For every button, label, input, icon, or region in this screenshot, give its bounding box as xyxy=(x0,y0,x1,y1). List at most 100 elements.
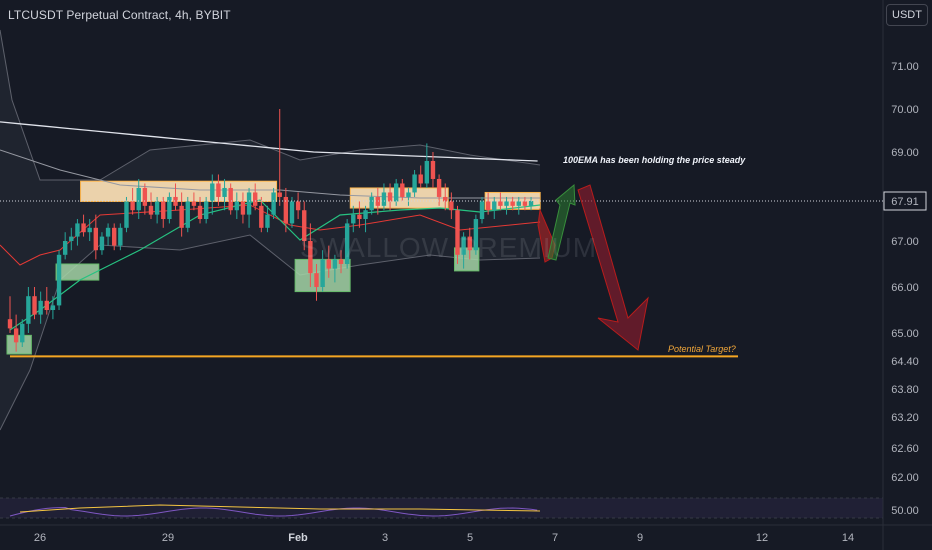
candle-body xyxy=(443,196,448,202)
price-tick: 69.00 xyxy=(891,147,919,159)
rsi-tick: 50.00 xyxy=(891,505,919,517)
candle-body xyxy=(234,201,240,211)
candle-body xyxy=(510,201,515,206)
candle-body xyxy=(26,296,31,324)
target-annotation: Potential Target? xyxy=(668,344,736,354)
price-tick: 63.80 xyxy=(891,384,919,396)
candle-body xyxy=(479,201,485,220)
zone-box-support xyxy=(55,263,100,281)
candle-body xyxy=(81,223,86,233)
time-tick: 3 xyxy=(382,532,388,544)
candle-body xyxy=(393,183,399,202)
candle-body xyxy=(197,205,203,220)
candle-body xyxy=(436,178,442,197)
candle-body xyxy=(253,192,258,206)
currency-button[interactable]: USDT xyxy=(886,4,928,26)
candle-body xyxy=(381,192,387,206)
last-price-tag xyxy=(883,191,927,211)
time-tick: 12 xyxy=(756,532,768,544)
candle-body xyxy=(44,300,49,310)
ma-green-line xyxy=(9,199,541,331)
candle-body xyxy=(283,196,289,224)
candle-body xyxy=(265,214,270,228)
candle-body xyxy=(461,236,466,255)
candle-body xyxy=(75,223,80,237)
price-tick: 67.00 xyxy=(891,236,919,248)
bollinger-lower xyxy=(0,234,541,431)
candle-body xyxy=(498,201,503,206)
candle-body xyxy=(504,201,509,206)
candle-body xyxy=(20,323,25,343)
up-arrow xyxy=(547,183,576,261)
watermark: SWALLOW PREMIUM xyxy=(300,232,598,263)
candle-body xyxy=(302,210,307,241)
candle-body xyxy=(105,227,111,237)
candle-body xyxy=(69,236,74,241)
candle-body xyxy=(387,192,393,202)
time-tick: 7 xyxy=(552,532,558,544)
price-tick: 63.20 xyxy=(891,412,919,424)
candle-body xyxy=(271,192,276,215)
candle-body xyxy=(259,205,264,228)
rsi-ma-line xyxy=(19,504,541,513)
candle-body xyxy=(112,227,117,246)
last-price-label: 67.91 xyxy=(891,196,919,208)
time-tick: Feb xyxy=(288,532,308,544)
candle-body xyxy=(167,196,172,220)
time-tick: 26 xyxy=(34,532,46,544)
time-tick: 29 xyxy=(162,532,174,544)
candle-body xyxy=(203,201,209,220)
candle-body xyxy=(338,259,344,264)
candle-body xyxy=(118,227,123,246)
price-tick: 62.60 xyxy=(891,443,919,455)
candle-body xyxy=(246,192,252,215)
candle-body xyxy=(191,201,197,206)
candle-body xyxy=(32,296,37,315)
candle-body xyxy=(148,205,154,215)
candle-body xyxy=(369,196,374,211)
candle-body xyxy=(240,201,246,215)
price-tick: 71.00 xyxy=(891,61,919,73)
candle-body xyxy=(473,219,479,251)
candle-body xyxy=(528,201,534,206)
candle-body xyxy=(332,259,338,269)
candle-body xyxy=(314,273,319,287)
price-tick: 70.00 xyxy=(891,104,919,116)
candle-body xyxy=(320,259,325,287)
candle-body xyxy=(142,187,148,206)
time-tick: 14 xyxy=(842,532,854,544)
price-tick: 65.00 xyxy=(891,328,919,340)
candle-body xyxy=(400,183,405,197)
zone-box-support xyxy=(6,334,32,355)
bollinger-fill xyxy=(0,30,540,430)
candle-body xyxy=(308,241,313,274)
time-tick: 5 xyxy=(467,532,473,544)
candle-body xyxy=(62,241,68,255)
candle-body xyxy=(375,196,380,206)
candle-body xyxy=(424,160,430,184)
candle-body xyxy=(295,201,301,211)
candle-body xyxy=(522,201,528,206)
time-tick: 9 xyxy=(637,532,643,544)
ema-annotation: 100EMA has been holding the price steady xyxy=(563,155,746,165)
candle-body xyxy=(449,201,454,211)
candle-body xyxy=(455,210,460,255)
candle-body xyxy=(210,183,215,202)
candle-body xyxy=(277,192,282,197)
candle-body xyxy=(516,201,521,206)
price-tick: 62.00 xyxy=(891,472,919,484)
candle-body xyxy=(430,160,436,179)
candle-body xyxy=(7,319,13,329)
candle-body xyxy=(412,174,417,193)
candle-body xyxy=(363,210,368,220)
candle-body xyxy=(179,205,184,228)
candle-body xyxy=(99,236,105,251)
candle-body xyxy=(228,187,233,211)
candle-body xyxy=(467,236,472,251)
rsi-band xyxy=(0,498,883,518)
bollinger-upper xyxy=(0,29,541,181)
candle-body xyxy=(216,183,221,197)
ma-grey-line xyxy=(0,149,540,199)
rsi-line xyxy=(9,506,538,517)
